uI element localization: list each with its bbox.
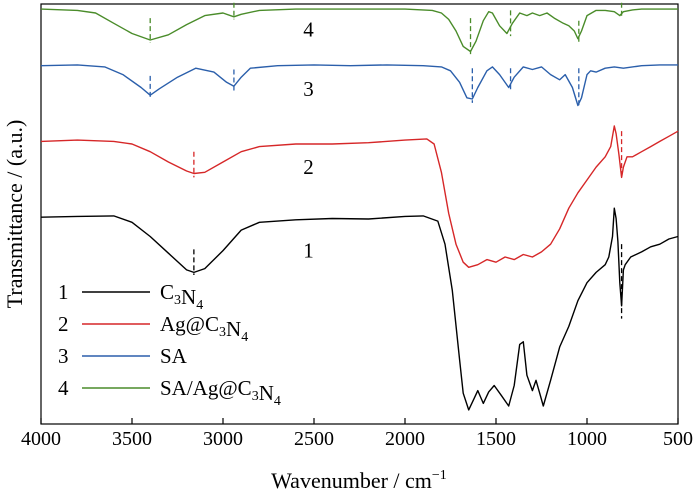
curve-label-4: 4 bbox=[303, 18, 314, 42]
curve-label-3: 3 bbox=[303, 77, 314, 101]
legend-number: 3 bbox=[58, 344, 69, 368]
x-tick-label: 4000 bbox=[21, 428, 61, 450]
curve-label-1: 1 bbox=[303, 239, 314, 263]
plot-area-frame bbox=[40, 3, 679, 425]
curve-labels: 1 2 3 4 bbox=[303, 18, 314, 263]
legend-number: 2 bbox=[58, 312, 69, 336]
legend-number: 4 bbox=[58, 376, 69, 400]
x-axis-title: Wavenumber / cm−1 bbox=[271, 468, 447, 493]
x-tick-label: 500 bbox=[663, 428, 693, 450]
x-tick-label: 1500 bbox=[476, 428, 516, 450]
x-tick-label: 3000 bbox=[203, 428, 243, 450]
x-tick-label: 3500 bbox=[112, 428, 152, 450]
x-tick-label: 2500 bbox=[294, 428, 334, 450]
legend-label: Ag@C3N4 bbox=[160, 312, 248, 345]
legend-number: 1 bbox=[58, 280, 69, 304]
legend-label: SA bbox=[160, 344, 188, 368]
series-line-3 bbox=[40, 64, 678, 107]
series-line-2 bbox=[40, 125, 679, 268]
legend-label: SA/Ag@C3N4 bbox=[160, 376, 281, 409]
reference-lines bbox=[149, 2, 623, 319]
curve-label-2: 2 bbox=[303, 155, 314, 179]
y-axis-title: Transmittance / (a.u.) bbox=[2, 120, 27, 309]
x-tick-label: 2000 bbox=[385, 428, 425, 450]
series-line-1 bbox=[40, 207, 679, 411]
legend: 1 C3N4 2 Ag@C3N4 3 SA 4 SA/Ag@C3N4 bbox=[58, 280, 281, 409]
x-tick-label: 1000 bbox=[567, 428, 607, 450]
series-group bbox=[40, 8, 679, 411]
x-axis-ticks: 4000 3500 3000 2500 2000 1500 1000 500 bbox=[21, 418, 693, 450]
series-line-4 bbox=[40, 8, 678, 53]
legend-label: C3N4 bbox=[160, 280, 203, 313]
